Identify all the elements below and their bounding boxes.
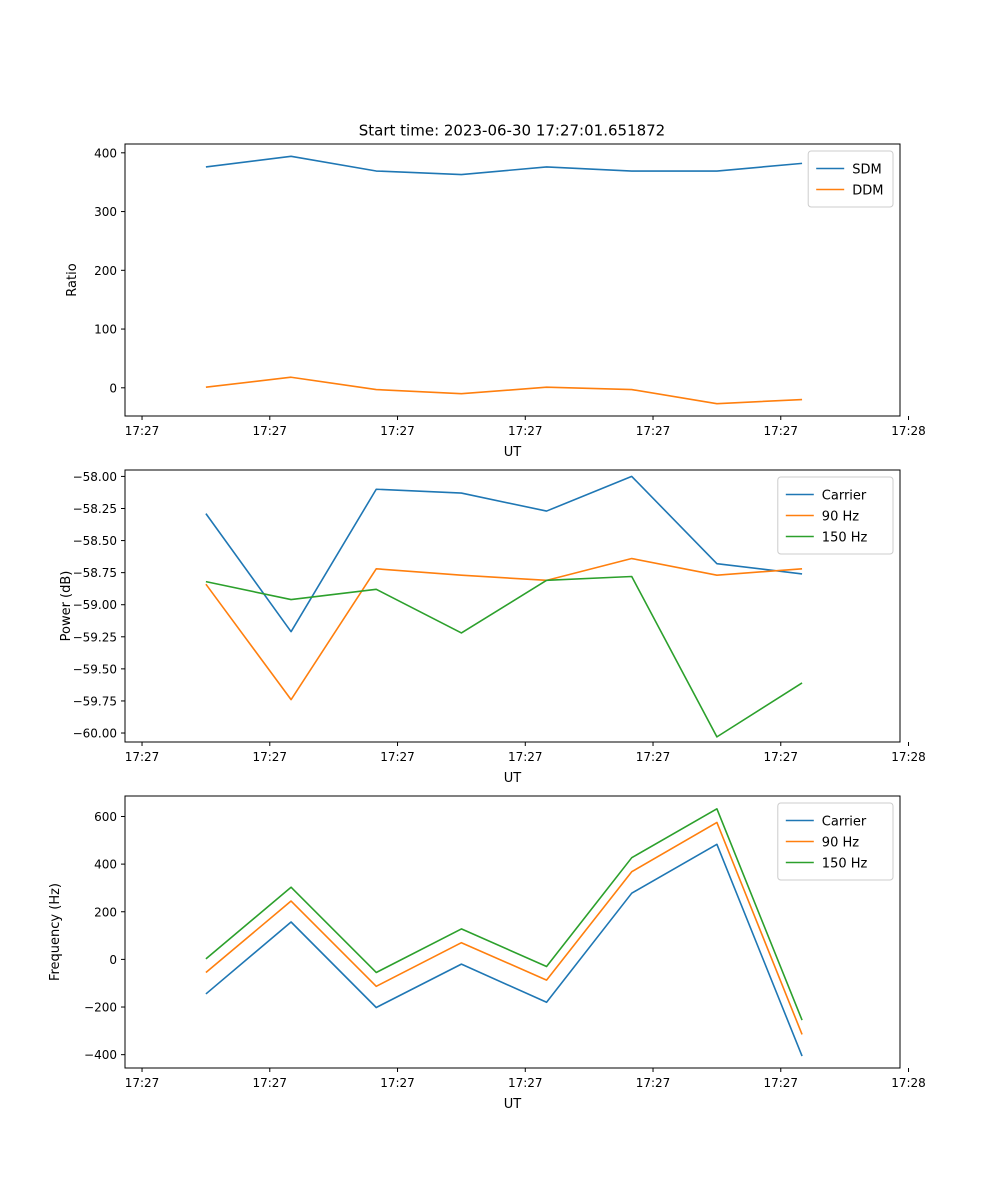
y-tick-label: −59.50 xyxy=(73,662,117,676)
y-tick-label: 0 xyxy=(109,381,117,395)
legend-label: 90 Hz xyxy=(822,836,859,851)
legend: Carrier 90 Hz 150 Hz xyxy=(777,476,894,555)
y-tick-label: −58.50 xyxy=(73,534,117,548)
x-tick-label: 17:27 xyxy=(380,1076,415,1090)
x-tick-label: 17:27 xyxy=(125,750,160,764)
legend-label: Carrier xyxy=(822,815,867,830)
legend-label: 90 Hz xyxy=(822,510,859,525)
x-tick-label: 17:27 xyxy=(252,1076,287,1090)
y-axis-label: Ratio xyxy=(65,263,80,296)
subplot-2: 17:27 17:27 17:27 17:27 17:27 17:27 17:28 −58.0… xyxy=(59,469,926,786)
x-tick-label: 17:27 xyxy=(252,424,287,438)
series-line-ddm xyxy=(205,376,803,405)
legend-label: SDM xyxy=(852,163,881,178)
x-tick-label: 17:27 xyxy=(763,750,798,764)
plot-frame xyxy=(124,143,901,417)
legend-box xyxy=(777,802,894,881)
x-tick-label: 17:27 xyxy=(763,424,798,438)
x-tick-label: 17:27 xyxy=(125,1076,160,1090)
y-tick-label: −200 xyxy=(84,1001,117,1015)
x-axis-label: UT xyxy=(504,771,522,786)
x-tick-label: 17:27 xyxy=(508,750,543,764)
y-axis-label: Power (dB) xyxy=(59,571,74,642)
legend-label: DDM xyxy=(852,184,883,199)
plot-frame xyxy=(124,469,901,743)
series-line-sdm xyxy=(205,155,803,176)
legend: SDM DDM xyxy=(807,150,894,208)
x-tick-label: 17:28 xyxy=(891,424,926,438)
x-tick-label: 17:27 xyxy=(125,424,160,438)
y-tick-label: 400 xyxy=(94,858,117,872)
x-tick-label: 17:27 xyxy=(508,1076,543,1090)
x-tick-label: 17:27 xyxy=(252,750,287,764)
x-tick-label: 17:27 xyxy=(636,1076,671,1090)
subplots-container: 17:27 17:27 17:27 17:27 17:27 17:27 17:28 0 100 2… xyxy=(48,143,926,1112)
legend-box xyxy=(777,476,894,555)
series-line-90-hz xyxy=(205,821,803,1035)
legend-label: 150 Hz xyxy=(822,857,868,872)
series-line-150-hz xyxy=(205,575,803,738)
x-tick-label: 17:28 xyxy=(891,750,926,764)
legend-label: Carrier xyxy=(822,489,867,504)
y-tick-label: −59.25 xyxy=(73,630,117,644)
x-tick-label: 17:28 xyxy=(891,1076,926,1090)
y-tick-label: −58.00 xyxy=(73,470,117,484)
subplot-1: 17:27 17:27 17:27 17:27 17:27 17:27 17:28 0 100 2… xyxy=(65,143,926,460)
plot-frame xyxy=(124,795,901,1069)
y-tick-label: 100 xyxy=(94,323,117,337)
y-tick-label: 400 xyxy=(94,146,117,160)
series-line-150-hz xyxy=(205,808,803,1021)
subplot-3: 17:27 17:27 17:27 17:27 17:27 17:27 17:28 −400 −… xyxy=(48,795,926,1112)
y-tick-label: −58.25 xyxy=(73,502,117,516)
y-tick-label: −59.75 xyxy=(73,694,117,708)
y-tick-label: −60.00 xyxy=(73,727,117,741)
series-line-carrier xyxy=(205,843,803,1057)
legend-box xyxy=(807,150,894,208)
y-tick-label: 600 xyxy=(94,810,117,824)
y-axis-label: Frequency (Hz) xyxy=(48,883,63,981)
y-tick-label: −58.75 xyxy=(73,566,117,580)
x-axis-label: UT xyxy=(504,445,522,460)
legend: Carrier 90 Hz 150 Hz xyxy=(777,802,894,881)
x-axis-label: UT xyxy=(504,1097,522,1112)
y-tick-label: 200 xyxy=(94,264,117,278)
y-tick-label: −400 xyxy=(84,1048,117,1062)
legend-label: 150 Hz xyxy=(822,531,868,546)
series-line-90-hz xyxy=(205,557,803,701)
y-tick-label: 0 xyxy=(109,953,117,967)
x-tick-label: 17:27 xyxy=(508,424,543,438)
y-tick-label: 300 xyxy=(94,205,117,219)
series-line-carrier xyxy=(205,475,803,633)
figure-title: Start time: 2023-06-30 17:27:01.651872 xyxy=(359,122,665,140)
x-tick-label: 17:27 xyxy=(636,424,671,438)
x-tick-label: 17:27 xyxy=(380,424,415,438)
x-tick-label: 17:27 xyxy=(763,1076,798,1090)
y-tick-label: 200 xyxy=(94,905,117,919)
y-tick-label: −59.00 xyxy=(73,598,117,612)
x-tick-label: 17:27 xyxy=(380,750,415,764)
x-tick-label: 17:27 xyxy=(636,750,671,764)
